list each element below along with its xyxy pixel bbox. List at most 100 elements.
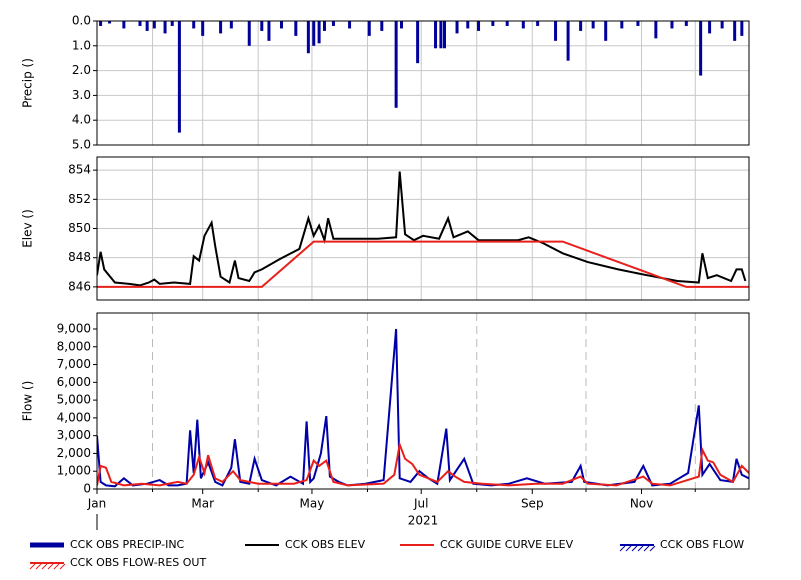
bar bbox=[201, 21, 205, 36]
legend-label: CCK OBS ELEV bbox=[285, 538, 366, 551]
y-tick-label: 846 bbox=[68, 279, 91, 293]
bar bbox=[306, 21, 310, 54]
x-tick-label: Mar bbox=[191, 497, 214, 511]
y-tick-label: 0 bbox=[83, 482, 91, 496]
bar bbox=[192, 21, 196, 29]
bar bbox=[247, 21, 251, 46]
frame bbox=[96, 312, 750, 490]
y-axis-label: Precip () bbox=[21, 58, 35, 108]
bar bbox=[229, 21, 233, 29]
legend-hatch bbox=[619, 545, 626, 552]
legend-hatch bbox=[29, 563, 36, 570]
y-axis-label: Flow () bbox=[21, 381, 35, 422]
bar bbox=[670, 21, 674, 29]
bar bbox=[604, 21, 608, 41]
legend-hatch bbox=[637, 545, 644, 552]
y-tick-label: 3,000 bbox=[57, 428, 91, 442]
y-tick-label: 854 bbox=[68, 163, 91, 177]
bar bbox=[138, 21, 142, 26]
plot bbox=[97, 328, 749, 488]
legend-hatch bbox=[35, 563, 42, 570]
bar bbox=[260, 21, 264, 31]
y-tick-label: 852 bbox=[68, 192, 91, 206]
bar bbox=[491, 21, 495, 26]
legend-hatch bbox=[41, 563, 48, 570]
bar bbox=[177, 21, 181, 133]
legend-label: CCK OBS FLOW bbox=[660, 538, 744, 551]
bar bbox=[740, 21, 744, 36]
bar bbox=[477, 21, 481, 31]
x-tick-label: May bbox=[300, 497, 325, 511]
legend-label: CCK OBS FLOW-RES OUT bbox=[70, 556, 206, 569]
y-tick-label: 1,000 bbox=[57, 464, 91, 478]
legend-label: CCK GUIDE CURVE ELEV bbox=[440, 538, 574, 551]
y-tick-label: 4,000 bbox=[57, 410, 91, 424]
y-tick-label: 5,000 bbox=[57, 393, 91, 407]
y-tick-label: 5.0 bbox=[72, 138, 91, 152]
bar bbox=[294, 21, 298, 36]
bar bbox=[708, 21, 712, 34]
bar bbox=[394, 21, 398, 108]
bar bbox=[312, 21, 316, 46]
y-tick-label: 4.0 bbox=[72, 113, 91, 127]
bar bbox=[505, 21, 509, 26]
frame bbox=[96, 20, 750, 146]
bar bbox=[348, 21, 352, 29]
y-tick-label: 2.0 bbox=[72, 63, 91, 77]
y-tick-label: 3.0 bbox=[72, 88, 91, 102]
series-line bbox=[97, 328, 749, 488]
bar bbox=[99, 21, 103, 26]
bar bbox=[367, 21, 371, 36]
legend-hatch bbox=[643, 545, 650, 552]
y-tick-label: 848 bbox=[68, 250, 91, 264]
y-tick-label: 850 bbox=[68, 221, 91, 235]
bar bbox=[591, 21, 595, 29]
x-tick-label: Jul bbox=[413, 497, 428, 511]
bar bbox=[699, 21, 703, 76]
bar bbox=[554, 21, 558, 41]
bar bbox=[733, 21, 737, 41]
x-tick-label: Sep bbox=[521, 497, 544, 511]
bar bbox=[317, 21, 321, 44]
legend-label: CCK OBS PRECIP-INC bbox=[70, 538, 185, 551]
bar bbox=[466, 21, 470, 29]
y-tick-label: 0.0 bbox=[72, 14, 91, 28]
x-tick-label: Nov bbox=[630, 497, 653, 511]
series-line bbox=[97, 240, 749, 288]
y-tick-label: 6,000 bbox=[57, 375, 91, 389]
bar bbox=[720, 21, 724, 29]
plot bbox=[99, 21, 744, 133]
bar bbox=[267, 21, 271, 41]
legend-hatch bbox=[625, 545, 632, 552]
y-tick-label: 8,000 bbox=[57, 339, 91, 353]
bar bbox=[442, 21, 446, 49]
bar bbox=[108, 21, 112, 24]
y-axis-label: Elev () bbox=[21, 209, 35, 248]
bar bbox=[416, 21, 420, 64]
bar bbox=[170, 21, 174, 26]
series-line bbox=[97, 171, 747, 287]
bar bbox=[163, 21, 167, 34]
legend-hatch bbox=[59, 563, 66, 570]
bar bbox=[579, 21, 583, 31]
bar bbox=[566, 21, 570, 61]
x-tick-label: Jan bbox=[87, 497, 107, 511]
y-tick-label: 2,000 bbox=[57, 446, 91, 460]
bar bbox=[684, 21, 688, 26]
bar bbox=[434, 21, 438, 49]
bar bbox=[620, 21, 624, 29]
bar bbox=[521, 21, 525, 29]
bar bbox=[152, 21, 156, 29]
bar bbox=[536, 21, 540, 26]
legend-hatch bbox=[649, 545, 656, 552]
bar bbox=[331, 21, 335, 26]
legend-hatch bbox=[53, 563, 60, 570]
frame bbox=[96, 156, 750, 301]
bar bbox=[145, 21, 149, 31]
bar bbox=[219, 21, 223, 34]
bar bbox=[322, 21, 326, 31]
bar bbox=[455, 21, 459, 34]
bar bbox=[279, 21, 283, 29]
bar bbox=[122, 21, 126, 29]
